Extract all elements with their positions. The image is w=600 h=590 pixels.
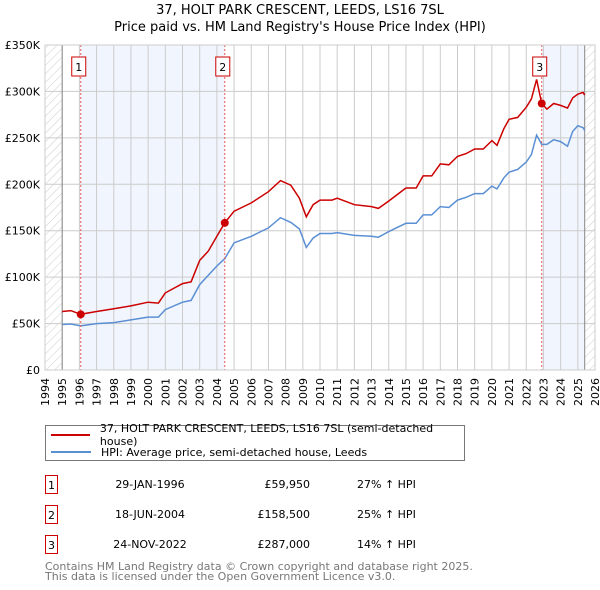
transaction-badge: 3 <box>45 535 58 554</box>
transaction-date: 18-JUN-2004 <box>114 508 186 521</box>
x-tick-label: 1994 <box>39 378 52 406</box>
property-series-line <box>62 79 586 316</box>
x-tick-label: 2021 <box>503 378 516 406</box>
footer-licence: This data is licensed under the Open Gov… <box>45 570 396 583</box>
x-tick-label: 2010 <box>314 378 327 406</box>
legend-label-property: 37, HOLT PARK CRESCENT, LEEDS, LS16 7SL … <box>99 422 434 448</box>
hpi-series-line <box>62 124 586 327</box>
transaction-hpi: 27% ↑ HPI <box>357 478 416 491</box>
sale-point <box>76 310 85 319</box>
x-tick-label: 2024 <box>555 378 568 406</box>
no-data-hatch-left <box>45 45 63 370</box>
x-tick-label: 2026 <box>589 378 600 406</box>
sale-point <box>220 218 229 227</box>
x-tick-label: 2019 <box>469 378 482 406</box>
x-tick-label: 2018 <box>452 378 465 406</box>
x-tick-label: 1997 <box>91 378 104 406</box>
x-tick-label: 2004 <box>211 378 224 406</box>
y-tick-label: £200K <box>5 178 41 191</box>
x-tick-label: 2009 <box>297 378 310 406</box>
transaction-price: £158,500 <box>257 508 311 521</box>
x-tick-label: 2001 <box>159 378 172 406</box>
transaction-row: 2 18-JUN-2004 £158,500 25% ↑ HPI <box>45 505 465 525</box>
x-tick-label: 2025 <box>572 378 585 406</box>
y-tick-label: £50K <box>12 318 41 331</box>
x-tick-label: 1998 <box>108 378 121 406</box>
transaction-badge: 1 <box>45 475 58 494</box>
x-tick-label: 2008 <box>280 378 293 406</box>
x-tick-label: 2006 <box>245 378 258 406</box>
transaction-price: £59,950 <box>264 478 311 491</box>
sale-label: 1 <box>75 61 82 74</box>
plot-frame <box>44 44 596 371</box>
x-tick-label: 2000 <box>142 378 155 406</box>
sale-label: 3 <box>536 61 543 74</box>
sale-label: 2 <box>219 61 226 74</box>
sale-label-box <box>532 56 548 77</box>
x-tick-label: 2020 <box>486 378 499 406</box>
transaction-row: 3 24-NOV-2022 £287,000 14% ↑ HPI <box>45 535 465 555</box>
price-chart: 1994 1995 1996 1997 1998 1999 2000 2001 2002 2003… <box>5 39 600 406</box>
transaction-date: 24-NOV-2022 <box>113 538 187 551</box>
legend-swatch-hpi <box>51 451 91 453</box>
chart-subtitle: Price paid vs. HM Land Registry's House … <box>114 20 486 35</box>
x-tick-label: 2012 <box>348 378 361 406</box>
sale-label-box <box>71 56 87 77</box>
y-tick-label: £0 <box>26 364 40 377</box>
legend-label-hpi: HPI: Average price, semi-detached house,… <box>101 445 368 459</box>
ownership-shade <box>80 45 225 370</box>
x-tick-label: 2013 <box>366 378 379 406</box>
transaction-price: £287,000 <box>257 538 311 551</box>
x-tick-label: 2007 <box>262 378 275 406</box>
x-tick-label: 1996 <box>73 378 86 406</box>
no-data-hatch-right <box>584 45 595 370</box>
x-tick-label: 2002 <box>177 378 190 406</box>
x-tick-label: 1999 <box>125 378 138 406</box>
y-tick-label: £250K <box>5 132 41 145</box>
transaction-hpi: 25% ↑ HPI <box>357 508 416 521</box>
sale-label-box <box>215 56 231 77</box>
transaction-badge: 2 <box>45 505 58 524</box>
transaction-hpi: 14% ↑ HPI <box>357 538 416 551</box>
legend-swatch-property <box>51 434 90 436</box>
y-tick-label: £150K <box>5 225 41 238</box>
x-tick-label: 2023 <box>537 378 550 406</box>
x-tick-label: 2005 <box>228 378 241 406</box>
chart-title: 37, HOLT PARK CRESCENT, LEEDS, LS16 7SL <box>156 3 444 18</box>
x-tick-label: 2003 <box>194 378 207 406</box>
legend: 37, HOLT PARK CRESCENT, LEEDS, LS16 7SL … <box>45 422 465 461</box>
legend-item-property: 37, HOLT PARK CRESCENT, LEEDS, LS16 7SL … <box>46 422 464 448</box>
x-tick-label: 2016 <box>417 378 430 406</box>
legend-item-hpi: HPI: Average price, semi-detached house,… <box>46 444 367 460</box>
y-tick-label: £350K <box>5 39 41 52</box>
transaction-row: 1 29-JAN-1996 £59,950 27% ↑ HPI <box>45 475 465 495</box>
x-tick-label: 2014 <box>383 378 396 406</box>
y-tick-label: £100K <box>5 271 41 284</box>
x-tick-label: 2015 <box>400 378 413 406</box>
x-tick-label: 2022 <box>520 378 533 406</box>
sale-point <box>537 99 546 108</box>
transaction-date: 29-JAN-1996 <box>115 478 185 491</box>
x-tick-label: 2017 <box>434 378 447 406</box>
x-tick-label: 1995 <box>56 378 69 406</box>
y-tick-label: £300K <box>5 85 41 98</box>
x-tick-label: 2011 <box>331 378 344 406</box>
footer-copyright: Contains HM Land Registry data © Crown c… <box>45 560 473 573</box>
